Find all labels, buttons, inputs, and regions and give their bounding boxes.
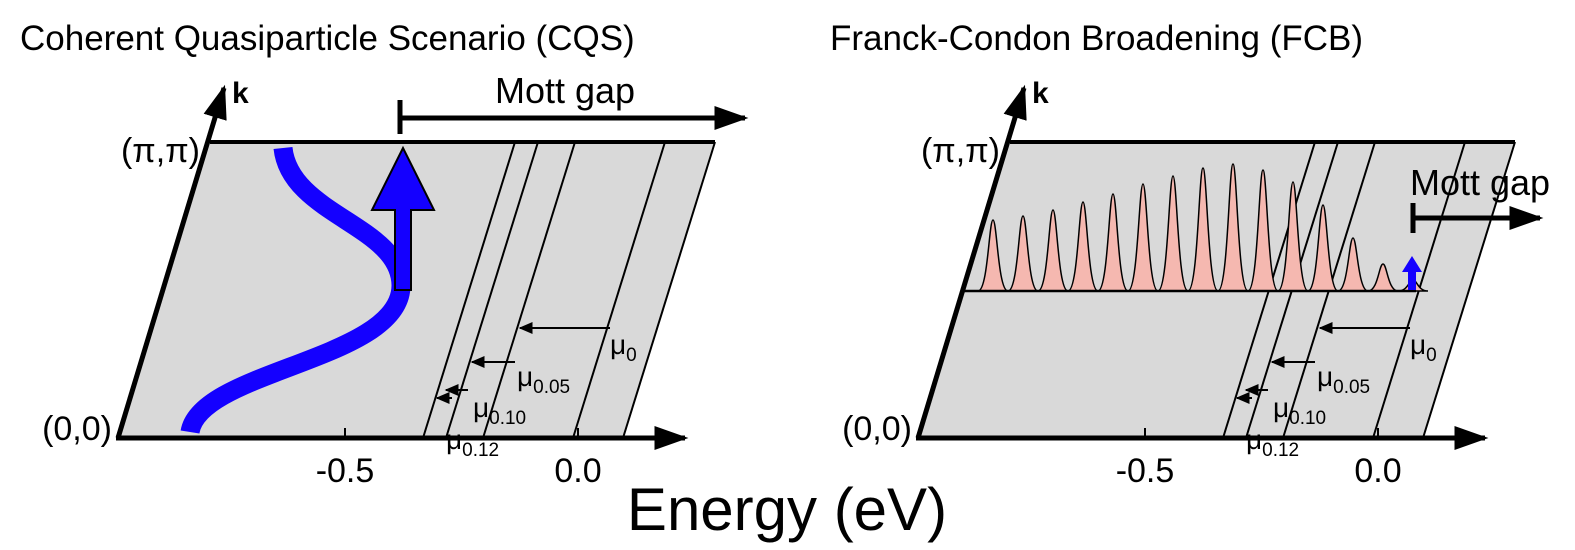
mu-symbol: μ — [610, 329, 626, 360]
mott-gap-label: Mott gap — [1410, 162, 1550, 203]
tick-label: 0.0 — [1354, 452, 1401, 490]
mott-gap-label: Mott gap — [495, 70, 635, 111]
corner-label-bottom: (0,0) — [842, 410, 912, 448]
mu-subscript: 0.05 — [533, 377, 570, 398]
tick-label: 0.0 — [554, 452, 601, 490]
tick-label: -0.5 — [316, 452, 375, 490]
corner-label-bottom: (0,0) — [42, 410, 112, 448]
mu-symbol: μ — [473, 392, 489, 423]
mu-subscript: 0.05 — [1333, 377, 1370, 398]
mu-subscript: 0.12 — [1262, 440, 1299, 461]
panel: Coherent Quasiparticle Scenario (CQS) k (π… — [20, 19, 745, 490]
mu-symbol: μ — [446, 424, 462, 455]
panel: Franck-Condon Broadening (FCB) k (π,π) (0,0… — [830, 19, 1550, 490]
panel-title: Coherent Quasiparticle Scenario (CQS) — [20, 19, 635, 58]
k-axis-label: k — [1032, 77, 1049, 110]
mu-subscript: 0 — [626, 345, 637, 366]
tick-label: -0.5 — [1116, 452, 1175, 490]
mu-subscript: 0 — [1426, 345, 1437, 366]
k-axis-label: k — [232, 77, 249, 110]
mu-symbol: μ — [1410, 329, 1426, 360]
mu-symbol: μ — [517, 361, 533, 392]
mu-subscript: 0.10 — [489, 408, 526, 429]
panel-title: Franck-Condon Broadening (FCB) — [830, 19, 1363, 58]
mu-symbol: μ — [1273, 392, 1289, 423]
mu-symbol: μ — [1317, 361, 1333, 392]
mu-subscript: 0.12 — [462, 440, 499, 461]
mu-symbol: μ — [1246, 424, 1262, 455]
corner-label-top: (π,π) — [121, 132, 200, 170]
figure: Energy (eV) Coherent Quasiparticle Scena… — [0, 0, 1575, 550]
mu-subscript: 0.10 — [1289, 408, 1326, 429]
x-axis-title: Energy (eV) — [627, 476, 947, 543]
corner-label-top: (π,π) — [921, 132, 1000, 170]
